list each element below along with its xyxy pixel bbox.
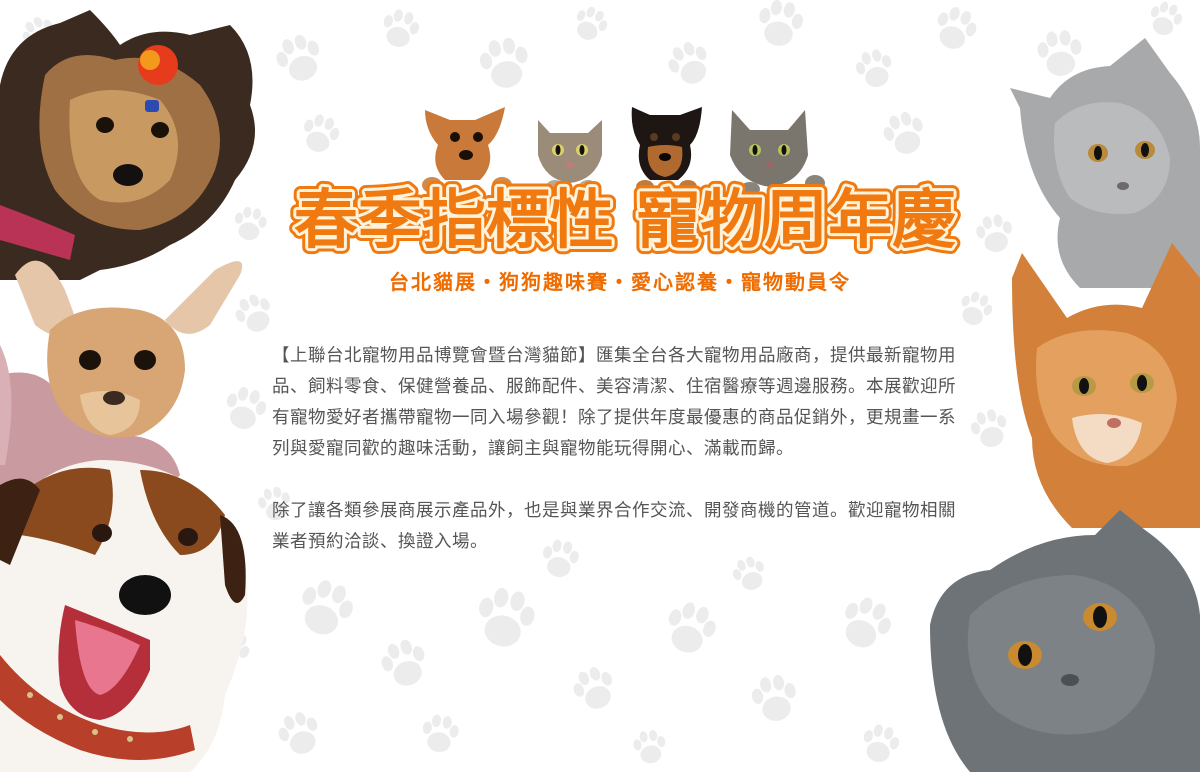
ginger-maine-coon-image (1012, 243, 1200, 528)
chihuahua-image (0, 260, 243, 495)
grey-scottish-fold-image (930, 510, 1200, 772)
jack-russell-terrier-image (0, 460, 248, 772)
svg-text:春季指標性 寵物周年慶: 春季指標性 寵物周年慶 (294, 184, 956, 258)
description: 【上聯台北寵物用品博覽會暨台灣貓節】匯集全台各大寵物用品廠商，提供最新寵物用品、… (272, 341, 970, 589)
svg-text:春季指標性 寵物周年慶: 春季指標性 寵物周年慶 (294, 184, 956, 258)
header-pets-image (422, 107, 825, 195)
yorkshire-terrier-image (0, 10, 255, 280)
main-title: 春季指標性 寵物周年慶 春季指標性 寵物周年慶 春季指標性 寵物周年慶 (288, 178, 962, 260)
svg-text:春季指標性 寵物周年慶: 春季指標性 寵物周年慶 (294, 184, 956, 258)
grey-kitten-image (1010, 38, 1200, 288)
description-paragraph-2: 除了讓各類參展商展示產品外，也是與業界合作交流、開發商機的管道。歡迎寵物相關業者… (272, 501, 956, 552)
subtitle: 台北貓展・狗狗趣味賽・愛心認養・寵物動員令 (389, 270, 851, 294)
description-paragraph-1: 【上聯台北寵物用品博覽會暨台灣貓節】匯集全台各大寵物用品廠商，提供最新寵物用品、… (272, 346, 956, 459)
